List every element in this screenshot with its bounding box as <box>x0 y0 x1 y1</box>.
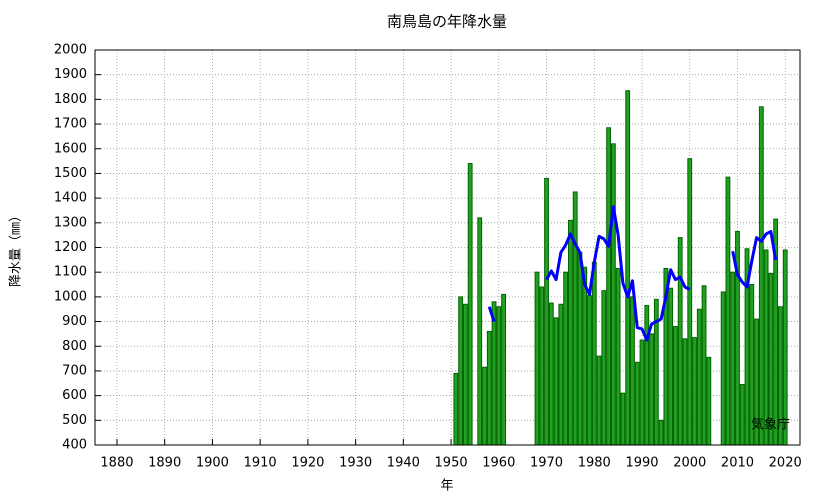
bar <box>758 106 764 446</box>
bar <box>630 296 635 446</box>
x-tick-label: 1930 <box>339 456 372 471</box>
bar <box>539 286 545 446</box>
bar <box>639 339 645 446</box>
x-tick-label: 1890 <box>148 456 181 471</box>
bar <box>687 158 693 446</box>
bar <box>563 271 569 446</box>
y-tick-label: 400 <box>62 438 87 453</box>
bar <box>496 306 502 446</box>
moving-average-line <box>487 205 778 342</box>
bar <box>486 330 492 446</box>
bar <box>482 366 487 446</box>
annotation: 気象庁 <box>751 417 790 433</box>
bar <box>477 217 483 446</box>
y-tick-label: 800 <box>62 339 87 354</box>
bar <box>739 384 745 446</box>
bar <box>606 127 612 446</box>
bar <box>644 305 650 446</box>
bar <box>720 291 726 446</box>
bar <box>596 355 602 446</box>
x-tick-label: 2000 <box>673 456 706 471</box>
x-tick-label: 2020 <box>769 456 802 471</box>
bar <box>491 301 497 446</box>
bar <box>658 419 664 446</box>
y-tick-label: 600 <box>62 388 87 403</box>
y-tick-label: 1600 <box>54 141 87 156</box>
x-axis-label: 年 <box>440 479 453 494</box>
bar <box>582 266 588 446</box>
bar <box>458 296 464 446</box>
bar <box>553 317 559 446</box>
x-tick-label: 1940 <box>387 456 420 471</box>
x-tick-label: 1980 <box>578 456 611 471</box>
bar <box>534 271 540 446</box>
y-tick-label: 700 <box>62 363 87 378</box>
bar <box>501 293 506 446</box>
x-tick-label: 1880 <box>100 456 133 471</box>
y-tick-label: 900 <box>62 314 87 329</box>
bar <box>782 249 788 446</box>
plot-frame <box>94 49 801 446</box>
y-axis-label: 降水量（㎜） <box>9 209 24 287</box>
y-tick-label: 1500 <box>54 166 87 181</box>
bar <box>668 287 674 446</box>
y-tick-label: 1400 <box>54 191 87 206</box>
bar <box>692 337 697 446</box>
y-tick-label: 2000 <box>54 43 87 58</box>
y-tick-label: 1300 <box>54 215 87 230</box>
bar <box>701 285 707 446</box>
x-tick-label: 2010 <box>721 456 754 471</box>
bar <box>706 356 712 446</box>
bar <box>696 308 702 446</box>
bar <box>453 372 459 446</box>
x-tick-label: 1970 <box>530 456 563 471</box>
x-tick-label: 1900 <box>196 456 229 471</box>
bar <box>610 143 616 446</box>
x-tick-label: 1990 <box>625 456 658 471</box>
bar <box>467 163 473 446</box>
bar <box>620 392 626 446</box>
bar <box>763 249 769 446</box>
bar <box>649 333 654 446</box>
bar <box>548 302 554 446</box>
y-tick-label: 500 <box>62 413 87 428</box>
x-tick-label: 1960 <box>482 456 515 471</box>
bar <box>725 176 731 446</box>
chart-title: 南鳥島の年降水量 <box>387 13 507 31</box>
x-tick-label: 1910 <box>244 456 277 471</box>
y-tick-label: 1800 <box>54 92 87 107</box>
bar <box>673 326 678 446</box>
bar <box>615 267 621 446</box>
bar <box>677 237 683 446</box>
y-tick-label: 1100 <box>54 265 87 280</box>
y-tick-label: 1200 <box>54 240 87 255</box>
x-tick-label: 1950 <box>435 456 468 471</box>
bar <box>587 295 592 446</box>
bar <box>591 261 597 446</box>
y-tick-label: 1900 <box>54 67 87 82</box>
bar <box>634 361 640 446</box>
bar <box>682 338 688 446</box>
y-tick-label: 1000 <box>54 289 87 304</box>
bar <box>462 303 468 446</box>
bar <box>572 191 578 446</box>
bar <box>568 219 573 446</box>
bar <box>625 90 631 446</box>
bar <box>601 290 607 446</box>
bar <box>730 271 736 446</box>
bar <box>544 177 549 446</box>
bar <box>558 303 564 446</box>
y-tick-label: 1700 <box>54 117 87 132</box>
bar <box>577 251 583 446</box>
x-tick-label: 1920 <box>291 456 324 471</box>
